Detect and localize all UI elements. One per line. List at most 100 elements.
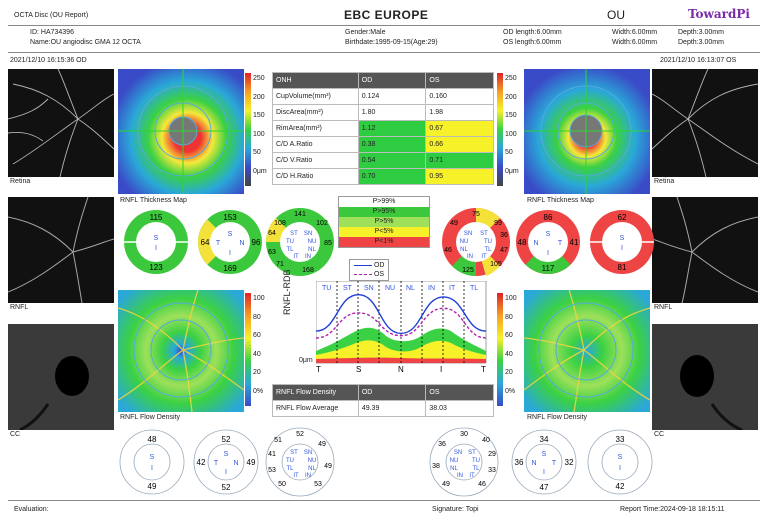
od-thickness-ring-4: 153 64 96 169 S T N I [198,210,262,274]
scale-tick: 200 [253,93,265,101]
sector-value: 141 [294,211,306,218]
scale-tick: 0% [505,387,516,395]
sector-code: IT [469,473,475,479]
sector-code: I [229,250,231,257]
sector-value: 49 [247,458,256,467]
os-density-ring-8: 30 40 36 29 38 33 49 46 SN ST NU TU NL T… [429,427,499,497]
os-thickness-ring-2: 62 S I 81 [590,210,654,274]
od-rnfl-image [8,197,114,303]
legend-os: OS [373,271,385,278]
sector-code: ST [468,450,476,456]
scale-tick: 0μm [505,167,519,175]
os-value: 0.66 [425,136,494,153]
sector-value: 75 [472,211,480,218]
od-depth: Depth:3.00mm [678,29,724,36]
sector-value: 168 [302,267,314,274]
os-value: 1.98 [425,104,494,121]
sector-code: S [150,454,155,461]
scale-tick: 100 [505,295,517,302]
os-thickness-scale [497,73,503,186]
od-density-ring-4: 52 42 49 52 S T N I [193,429,259,495]
os-flow-density-label: RNFL Flow Density [527,414,588,421]
scale-tick: 80 [253,313,261,321]
os-thickness-map-label: RNFL Thickness Map [527,197,594,204]
legend-p5: P>5% [339,217,429,227]
sector-code: TL [472,466,480,472]
profile-unit: 0μm [299,357,313,364]
profile-legend: OD OS [349,259,390,281]
sector-code: I [543,469,545,476]
os-value: 0.160 [425,88,494,105]
sector-value: 47 [540,483,549,492]
profile-sector-label: IN [428,285,435,292]
sector-value: 49 [318,441,326,448]
od-value: 1.80 [357,104,427,121]
os-value: 0.67 [425,120,494,137]
os-value: 0.71 [425,152,494,169]
sector-value: 64 [268,230,276,237]
series-line-os [316,307,487,339]
os-retina-label: Retina [654,178,675,185]
profile-lines [316,293,487,339]
scale-tick: 200 [505,93,517,101]
row-label: CupVolume(mm³) [272,88,359,105]
onh-table: ONH OD OS CupVolume(mm³) 0.124 0.160 DiscA… [272,72,494,185]
od-flow-density-label: RNFL Flow Density [120,414,181,421]
sector-value: 42 [197,458,206,467]
onh-header: ONH [272,72,359,89]
patient-gender: Gender:Male [345,29,386,36]
sector-code: IN [467,254,473,260]
os-length: OS length:6.00mm [503,39,562,46]
x-tick: S [356,365,361,373]
onh-header-od: OD [357,72,427,89]
x-axis-labels: T S N I T [316,365,486,373]
row-label: DiscArea(mm²) [272,104,359,121]
od-density-ring-8: 52 51 49 41 53 49 50 53 ST SN TU NU TL N… [265,427,335,497]
row-label: C/D A.Ratio [272,136,359,153]
scale-tick: 40 [505,350,513,358]
sector-code: ST [480,231,488,237]
report-type: OCTA Disc (OU Report) [14,12,89,19]
od-cc-label: CC [10,431,21,438]
od-rnfl-label: RNFL [10,304,29,311]
sector-code: I [155,245,157,252]
scale-tick: 80 [505,313,513,321]
footer-divider [8,500,760,501]
significance-legend: P>99% P>95% P>5% P<5% P<1% [338,196,430,248]
legend-p99: P>99% [339,197,429,207]
x-tick: N [398,365,404,373]
os-value: 38.03 [425,400,494,417]
band-borderline [316,340,486,363]
sector-code: N [531,460,536,467]
sector-value: 49 [324,463,332,470]
sector-value: 41 [570,238,579,247]
sector-value: 52 [296,431,304,438]
patient-id: ID: HA734396 [30,29,74,36]
od-density-scale [245,293,251,406]
sector-value: 53 [268,467,276,474]
sector-value: 36 [500,232,508,239]
sector-value: 99 [494,220,502,227]
x-tick: T [481,365,486,373]
os-thickness-ring-8: 75 49 99 36 47 46 105 125 SN ST NU TU NL… [442,208,510,276]
sector-value: 71 [276,261,284,268]
od-length: OD length:6.00mm [503,29,562,36]
sector-code: NL [308,466,316,472]
sector-value: 153 [223,213,237,222]
legend-plt1: P<1% [339,237,429,247]
center-title: EBC EUROPE [344,8,429,22]
sector-code: TL [286,466,294,472]
sector-value: 96 [252,238,261,247]
patient-birthdate: Birthdate:1995-09-15(Age:29) [345,39,438,46]
legend-plt5: P<5% [339,227,429,237]
sector-value: 46 [444,247,452,254]
sector-value: 29 [488,451,496,458]
scale-tick: 100 [505,130,517,138]
profile-sector-label: NL [406,285,415,292]
row-label: C/D V.Ratio [272,152,359,169]
sector-code: IN [305,473,311,479]
sector-code: T [558,240,563,247]
sector-value: 51 [274,437,282,444]
os-depth: Depth:3.00mm [678,39,724,46]
brand-logo: TowardPi [688,7,750,21]
